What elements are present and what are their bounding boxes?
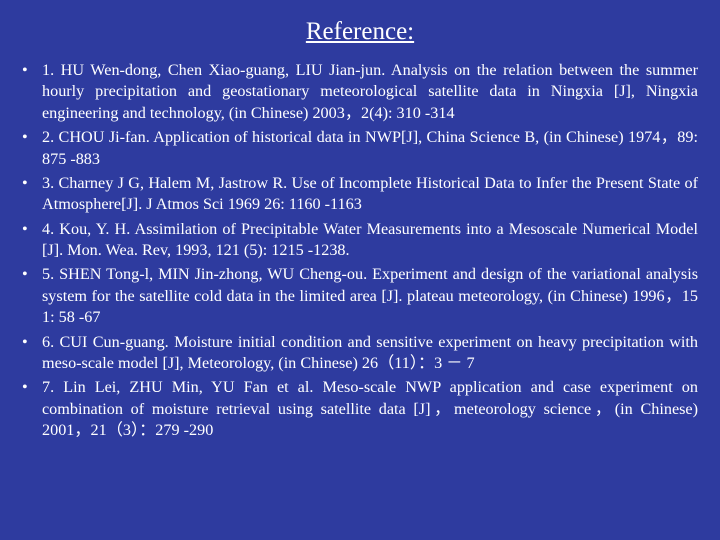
reference-text: 2. CHOU Ji-fan. Application of historica… <box>42 127 698 170</box>
reference-text: 1. HU Wen-dong, Chen Xiao-guang, LIU Jia… <box>42 60 698 124</box>
page-title: Reference: <box>22 18 698 46</box>
reference-text: 5. SHEN Tong-l, MIN Jin-zhong, WU Cheng-… <box>42 264 698 328</box>
list-item: • 4. Kou, Y. H. Assimilation of Precipit… <box>22 219 698 262</box>
reference-text: 7. Lin Lei, ZHU Min, YU Fan et al. Meso-… <box>42 377 698 441</box>
reference-text: 3. Charney J G, Halem M, Jastrow R. Use … <box>42 173 698 216</box>
list-item: • 3. Charney J G, Halem M, Jastrow R. Us… <box>22 173 698 216</box>
list-item: • 1. HU Wen-dong, Chen Xiao-guang, LIU J… <box>22 60 698 124</box>
bullet-icon: • <box>22 219 42 262</box>
bullet-icon: • <box>22 264 42 328</box>
list-item: • 6. CUI Cun-guang. Moisture initial con… <box>22 332 698 375</box>
reference-text: 6. CUI Cun-guang. Moisture initial condi… <box>42 332 698 375</box>
bullet-icon: • <box>22 60 42 124</box>
bullet-icon: • <box>22 332 42 375</box>
bullet-icon: • <box>22 127 42 170</box>
reference-list: • 1. HU Wen-dong, Chen Xiao-guang, LIU J… <box>22 60 698 441</box>
list-item: • 2. CHOU Ji-fan. Application of histori… <box>22 127 698 170</box>
bullet-icon: • <box>22 173 42 216</box>
bullet-icon: • <box>22 377 42 441</box>
list-item: • 7. Lin Lei, ZHU Min, YU Fan et al. Mes… <box>22 377 698 441</box>
reference-text: 4. Kou, Y. H. Assimilation of Precipitab… <box>42 219 698 262</box>
list-item: • 5. SHEN Tong-l, MIN Jin-zhong, WU Chen… <box>22 264 698 328</box>
